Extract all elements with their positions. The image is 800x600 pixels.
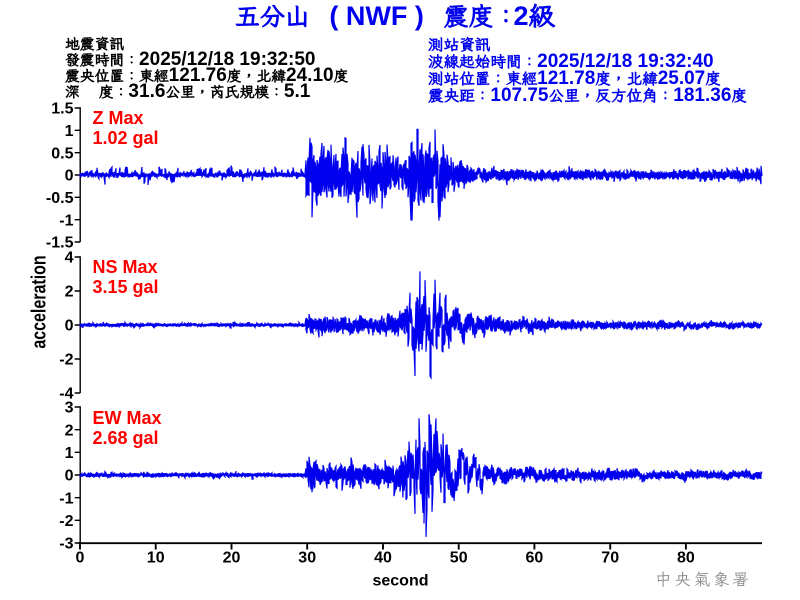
svg-text:-1.5: -1.5 [46,235,74,252]
svg-text:1: 1 [65,445,74,462]
svg-text:-1: -1 [59,490,73,507]
svg-text:70: 70 [601,550,619,567]
svg-text:60: 60 [526,550,544,567]
svg-text:0: 0 [76,550,85,567]
svg-text:30: 30 [298,550,316,567]
svg-text:50: 50 [450,550,468,567]
svg-text:1.5: 1.5 [51,101,73,118]
svg-text:80: 80 [677,550,695,567]
svg-text:0: 0 [65,318,74,335]
svg-text:-0.5: -0.5 [46,190,74,207]
svg-text:-2: -2 [59,513,73,530]
svg-text:acceleration: acceleration [28,255,50,348]
svg-text:0.5: 0.5 [51,145,73,162]
svg-text:4: 4 [65,250,74,267]
svg-text:2: 2 [65,284,74,301]
svg-text:20: 20 [223,550,241,567]
svg-text:-4: -4 [59,386,73,403]
svg-text:1: 1 [65,123,74,140]
svg-text:0: 0 [65,168,74,185]
svg-text:40: 40 [374,550,392,567]
svg-text:-2: -2 [59,352,73,369]
svg-text:second: second [372,573,428,590]
svg-text:3: 3 [65,400,74,417]
svg-text:2: 2 [65,422,74,439]
svg-text:-3: -3 [59,536,73,553]
svg-text:-1: -1 [59,212,73,229]
svg-text:0: 0 [65,468,74,485]
svg-text:10: 10 [147,550,165,567]
